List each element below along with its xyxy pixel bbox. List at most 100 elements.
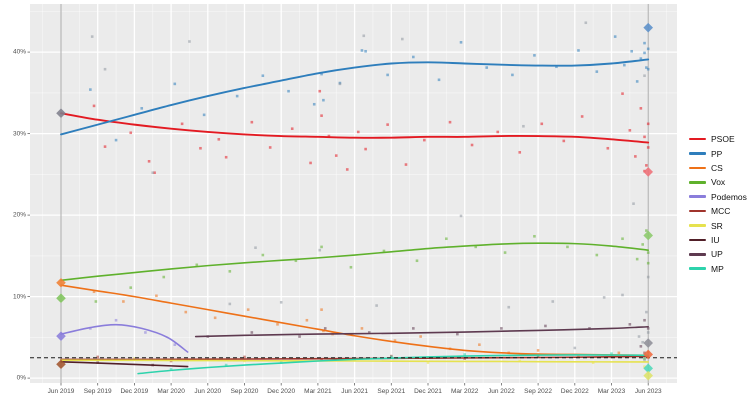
poll-point-up <box>250 331 254 334</box>
trend-line-podemos <box>60 323 189 353</box>
poll-point-vox <box>382 249 386 253</box>
poll-point-pp <box>646 67 650 71</box>
trend-line-psoe <box>60 112 650 144</box>
poll-point-vox <box>261 253 265 257</box>
trend-line-iu <box>60 361 189 368</box>
poll-point-mp <box>536 354 540 358</box>
poll-point-cs <box>122 300 125 303</box>
poll-point-psoe <box>364 147 367 151</box>
poll-point-cs <box>393 339 397 342</box>
poll-point-mp <box>610 352 613 355</box>
poll-point-mp <box>390 355 393 359</box>
poll-point-psoe <box>386 123 389 126</box>
poll-point-mp <box>463 353 466 356</box>
legend: PSOE PP CS Vox Podemos MCC SR IU UP MP <box>689 132 747 276</box>
legend-item-podemos: Podemos <box>689 190 747 204</box>
poll-point-up <box>544 324 547 328</box>
legend-line-swatch <box>689 152 706 155</box>
poll-point-vox <box>566 245 569 249</box>
poll-point-cs <box>360 327 364 330</box>
poll-point-other <box>459 214 463 218</box>
poll-point-pp <box>646 47 650 51</box>
poll-point-pp <box>235 94 239 98</box>
poll-point-podemos <box>89 327 92 330</box>
legend-line-swatch <box>689 166 706 170</box>
poll-point-pp <box>202 113 206 117</box>
trend-line-vox <box>60 242 649 282</box>
poll-point-sr <box>643 365 646 368</box>
x-tick-label: Jun 2020 <box>194 388 222 395</box>
poll-point-cs <box>305 318 309 322</box>
poll-point-pp <box>312 102 316 106</box>
poll-point-cs <box>320 308 323 311</box>
poll-point-other <box>573 346 577 350</box>
legend-item-vox: Vox <box>689 175 747 189</box>
legend-line-swatch <box>689 209 706 213</box>
poll-point-psoe <box>327 134 331 138</box>
poll-point-mcc <box>643 351 646 355</box>
poll-point-pp <box>643 51 646 55</box>
poll-point-pp <box>287 89 290 93</box>
poll-point-other <box>632 202 635 205</box>
poll-point-vox <box>228 270 232 273</box>
poll-point-psoe <box>562 139 566 143</box>
trend-line-sr <box>60 359 649 363</box>
poll-point-cs <box>246 308 250 311</box>
trend-line-up <box>194 325 649 338</box>
poll-point-other <box>507 305 511 309</box>
poll-point-vox <box>294 259 298 263</box>
poll-point-psoe <box>217 137 221 141</box>
poll-point-vox <box>503 251 507 254</box>
poll-point-vox <box>595 253 599 257</box>
poll-point-cs <box>184 310 188 314</box>
poll-point-cs <box>155 294 158 298</box>
poll-point-cs <box>617 351 621 355</box>
poll-point-podemos <box>173 343 177 346</box>
poll-point-vox <box>129 286 133 289</box>
poll-point-psoe <box>224 155 228 159</box>
poll-point-mp <box>643 357 646 360</box>
poll-point-other <box>621 293 624 297</box>
poll-point-psoe <box>250 120 254 124</box>
poll-point-other <box>318 248 322 252</box>
legend-label: PSOE <box>711 134 735 145</box>
poll-point-psoe <box>645 164 648 167</box>
x-tick-label: Mar 2021 <box>304 388 332 395</box>
x-tick-label: Sep 2022 <box>524 388 553 395</box>
poll-point-other <box>188 40 191 43</box>
poll-point-other <box>584 21 588 25</box>
poll-point-other <box>228 302 232 306</box>
poll-point-other <box>646 331 650 334</box>
legend-label: PP <box>711 148 723 159</box>
poll-point-other <box>279 301 283 304</box>
poll-point-other <box>637 335 641 338</box>
poll-point-up <box>367 331 371 334</box>
poll-point-psoe <box>639 107 643 110</box>
poll-point-pp <box>114 138 118 142</box>
poll-point-vox <box>533 234 536 238</box>
poll-point-mp <box>169 367 173 371</box>
poll-point-pp <box>364 49 367 53</box>
poll-point-psoe <box>290 127 294 131</box>
x-tick-label: Sep 2021 <box>377 388 406 395</box>
x-tick-label: Sep 2019 <box>83 388 112 395</box>
election-result-marker <box>56 108 66 119</box>
poll-point-cs <box>213 316 217 320</box>
poll-point-psoe <box>580 115 584 118</box>
poll-point-psoe <box>356 130 360 134</box>
poll-point-pp <box>320 72 323 76</box>
poll-point-up <box>456 332 459 336</box>
poll-point-psoe <box>320 114 323 117</box>
legend-label: CS <box>711 162 723 173</box>
poll-point-vox <box>320 245 323 249</box>
poll-point-psoe <box>103 145 107 148</box>
poll-point-psoe <box>496 130 500 134</box>
legend-item-up: UP <box>689 247 747 261</box>
poll-point-cs <box>536 349 540 352</box>
poll-point-pp <box>89 88 92 91</box>
legend-item-sr: SR <box>689 218 747 232</box>
x-tick-label: Dec 2022 <box>560 388 589 395</box>
poll-point-cs <box>276 323 279 326</box>
legend-item-psoe: PSOE <box>689 132 747 146</box>
poll-point-psoe <box>199 146 202 150</box>
